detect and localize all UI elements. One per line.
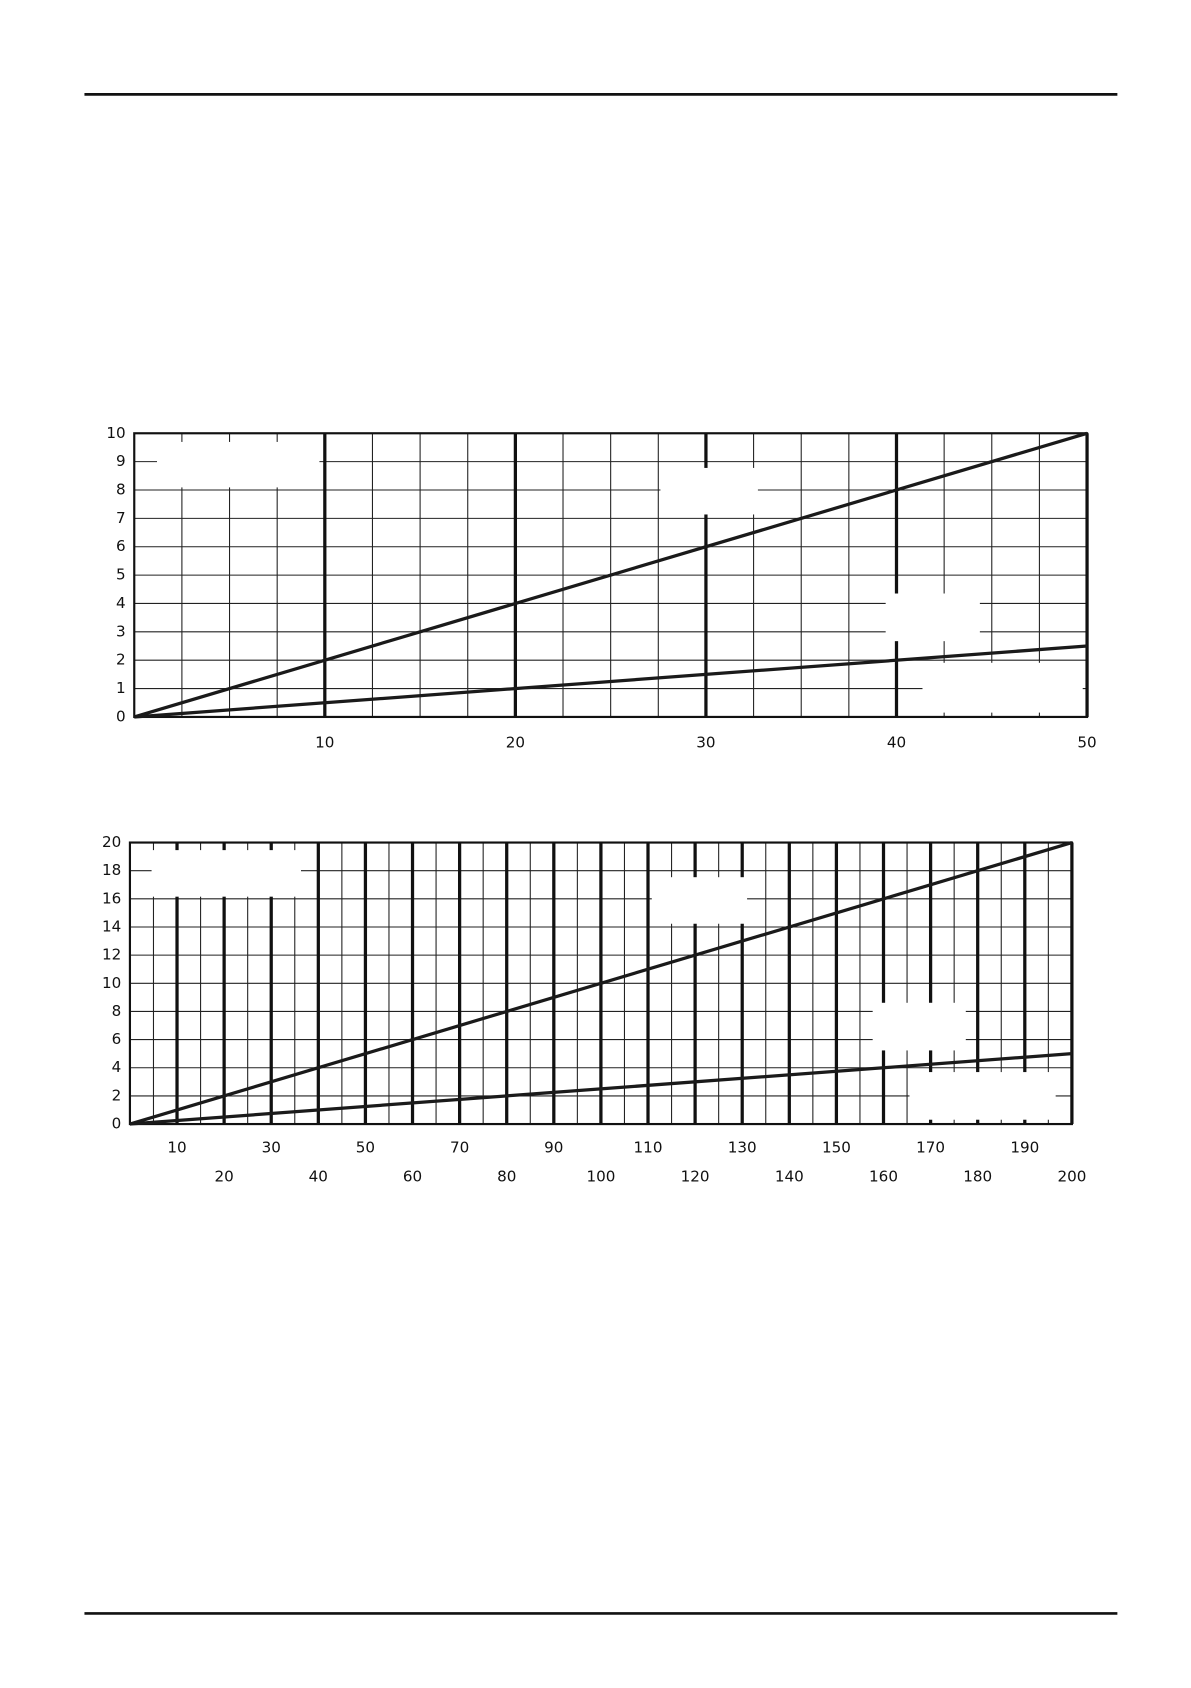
y-tick-label: 6 (116, 537, 126, 555)
y-tick-label: 10 (102, 974, 121, 992)
x-tick-label: 30 (262, 1138, 281, 1156)
x-tick-label: 30 (696, 733, 715, 751)
plot-frame (128, 841, 1073, 1126)
chart: 0 1 2 3 4 5 6 7 8 9 10 10 20 30 40 50 (106, 424, 1096, 752)
blank-label-box (909, 1072, 1056, 1120)
y-tick-label: 0 (116, 707, 126, 725)
y-tick-label: 3 (116, 622, 126, 640)
y-tick-label: 16 (102, 889, 121, 907)
y-tick-label: 4 (112, 1058, 122, 1076)
x-tick-label: 200 (1057, 1168, 1086, 1186)
x-tick-label: 10 (315, 733, 334, 751)
series-line (129, 840, 1073, 1126)
y-tick-label: 14 (102, 917, 121, 935)
y-tick-label: 9 (116, 452, 126, 470)
y-tick-label: 4 (116, 594, 126, 612)
blank-label-box (660, 467, 758, 515)
y-tick-label: 8 (112, 1002, 122, 1020)
x-tick-label: 170 (916, 1138, 945, 1156)
x-tick-label: 40 (887, 733, 906, 751)
blank-label-box (872, 1002, 966, 1051)
x-tick-label: 160 (869, 1168, 898, 1186)
x-tick-label: 150 (822, 1138, 851, 1156)
y-tick-label: 1 (116, 679, 126, 697)
series-line (129, 1052, 1073, 1126)
x-tick-label: 110 (634, 1138, 663, 1156)
x-tick-label: 20 (214, 1168, 233, 1186)
y-tick-label: 10 (106, 424, 125, 442)
x-tick-label: 10 (167, 1138, 186, 1156)
x-tick-label: 60 (403, 1168, 422, 1186)
y-tick-label: 2 (116, 651, 126, 669)
x-tick-label: 180 (963, 1168, 992, 1186)
x-tick-label: 130 (728, 1138, 757, 1156)
blank-label-box (151, 850, 301, 897)
y-tick-label: 5 (116, 566, 126, 584)
series-line (133, 431, 1088, 719)
blank-label-box (885, 593, 980, 642)
series-line (134, 644, 1088, 719)
x-tick-label: 50 (356, 1138, 375, 1156)
y-tick-label: 12 (102, 946, 121, 964)
x-tick-label: 40 (309, 1168, 328, 1186)
x-tick-label: 90 (544, 1138, 563, 1156)
x-tick-label: 100 (586, 1168, 615, 1186)
x-tick-label: 120 (681, 1168, 710, 1186)
chart: 0 2 4 6 8 10 12 14 16 18 20 10 20 30 40 50 60 70 80 90 100 11… (102, 833, 1086, 1186)
blank-label-box (922, 662, 1083, 713)
plot-frame (133, 432, 1089, 719)
x-tick-label: 140 (775, 1168, 804, 1186)
x-tick-label: 190 (1010, 1138, 1039, 1156)
y-tick-label: 7 (116, 509, 126, 527)
x-tick-label: 70 (450, 1138, 469, 1156)
y-tick-label: 2 (112, 1086, 122, 1104)
y-tick-label: 18 (102, 861, 121, 879)
y-tick-label: 6 (112, 1030, 122, 1048)
x-tick-label: 20 (506, 733, 525, 751)
x-tick-label: 80 (497, 1168, 516, 1186)
y-tick-label: 8 (116, 481, 126, 499)
y-tick-label: 20 (102, 833, 121, 851)
blank-label-box (156, 441, 320, 488)
blank-label-box (651, 877, 748, 924)
x-tick-label: 50 (1077, 733, 1096, 751)
y-tick-label: 0 (112, 1115, 122, 1133)
